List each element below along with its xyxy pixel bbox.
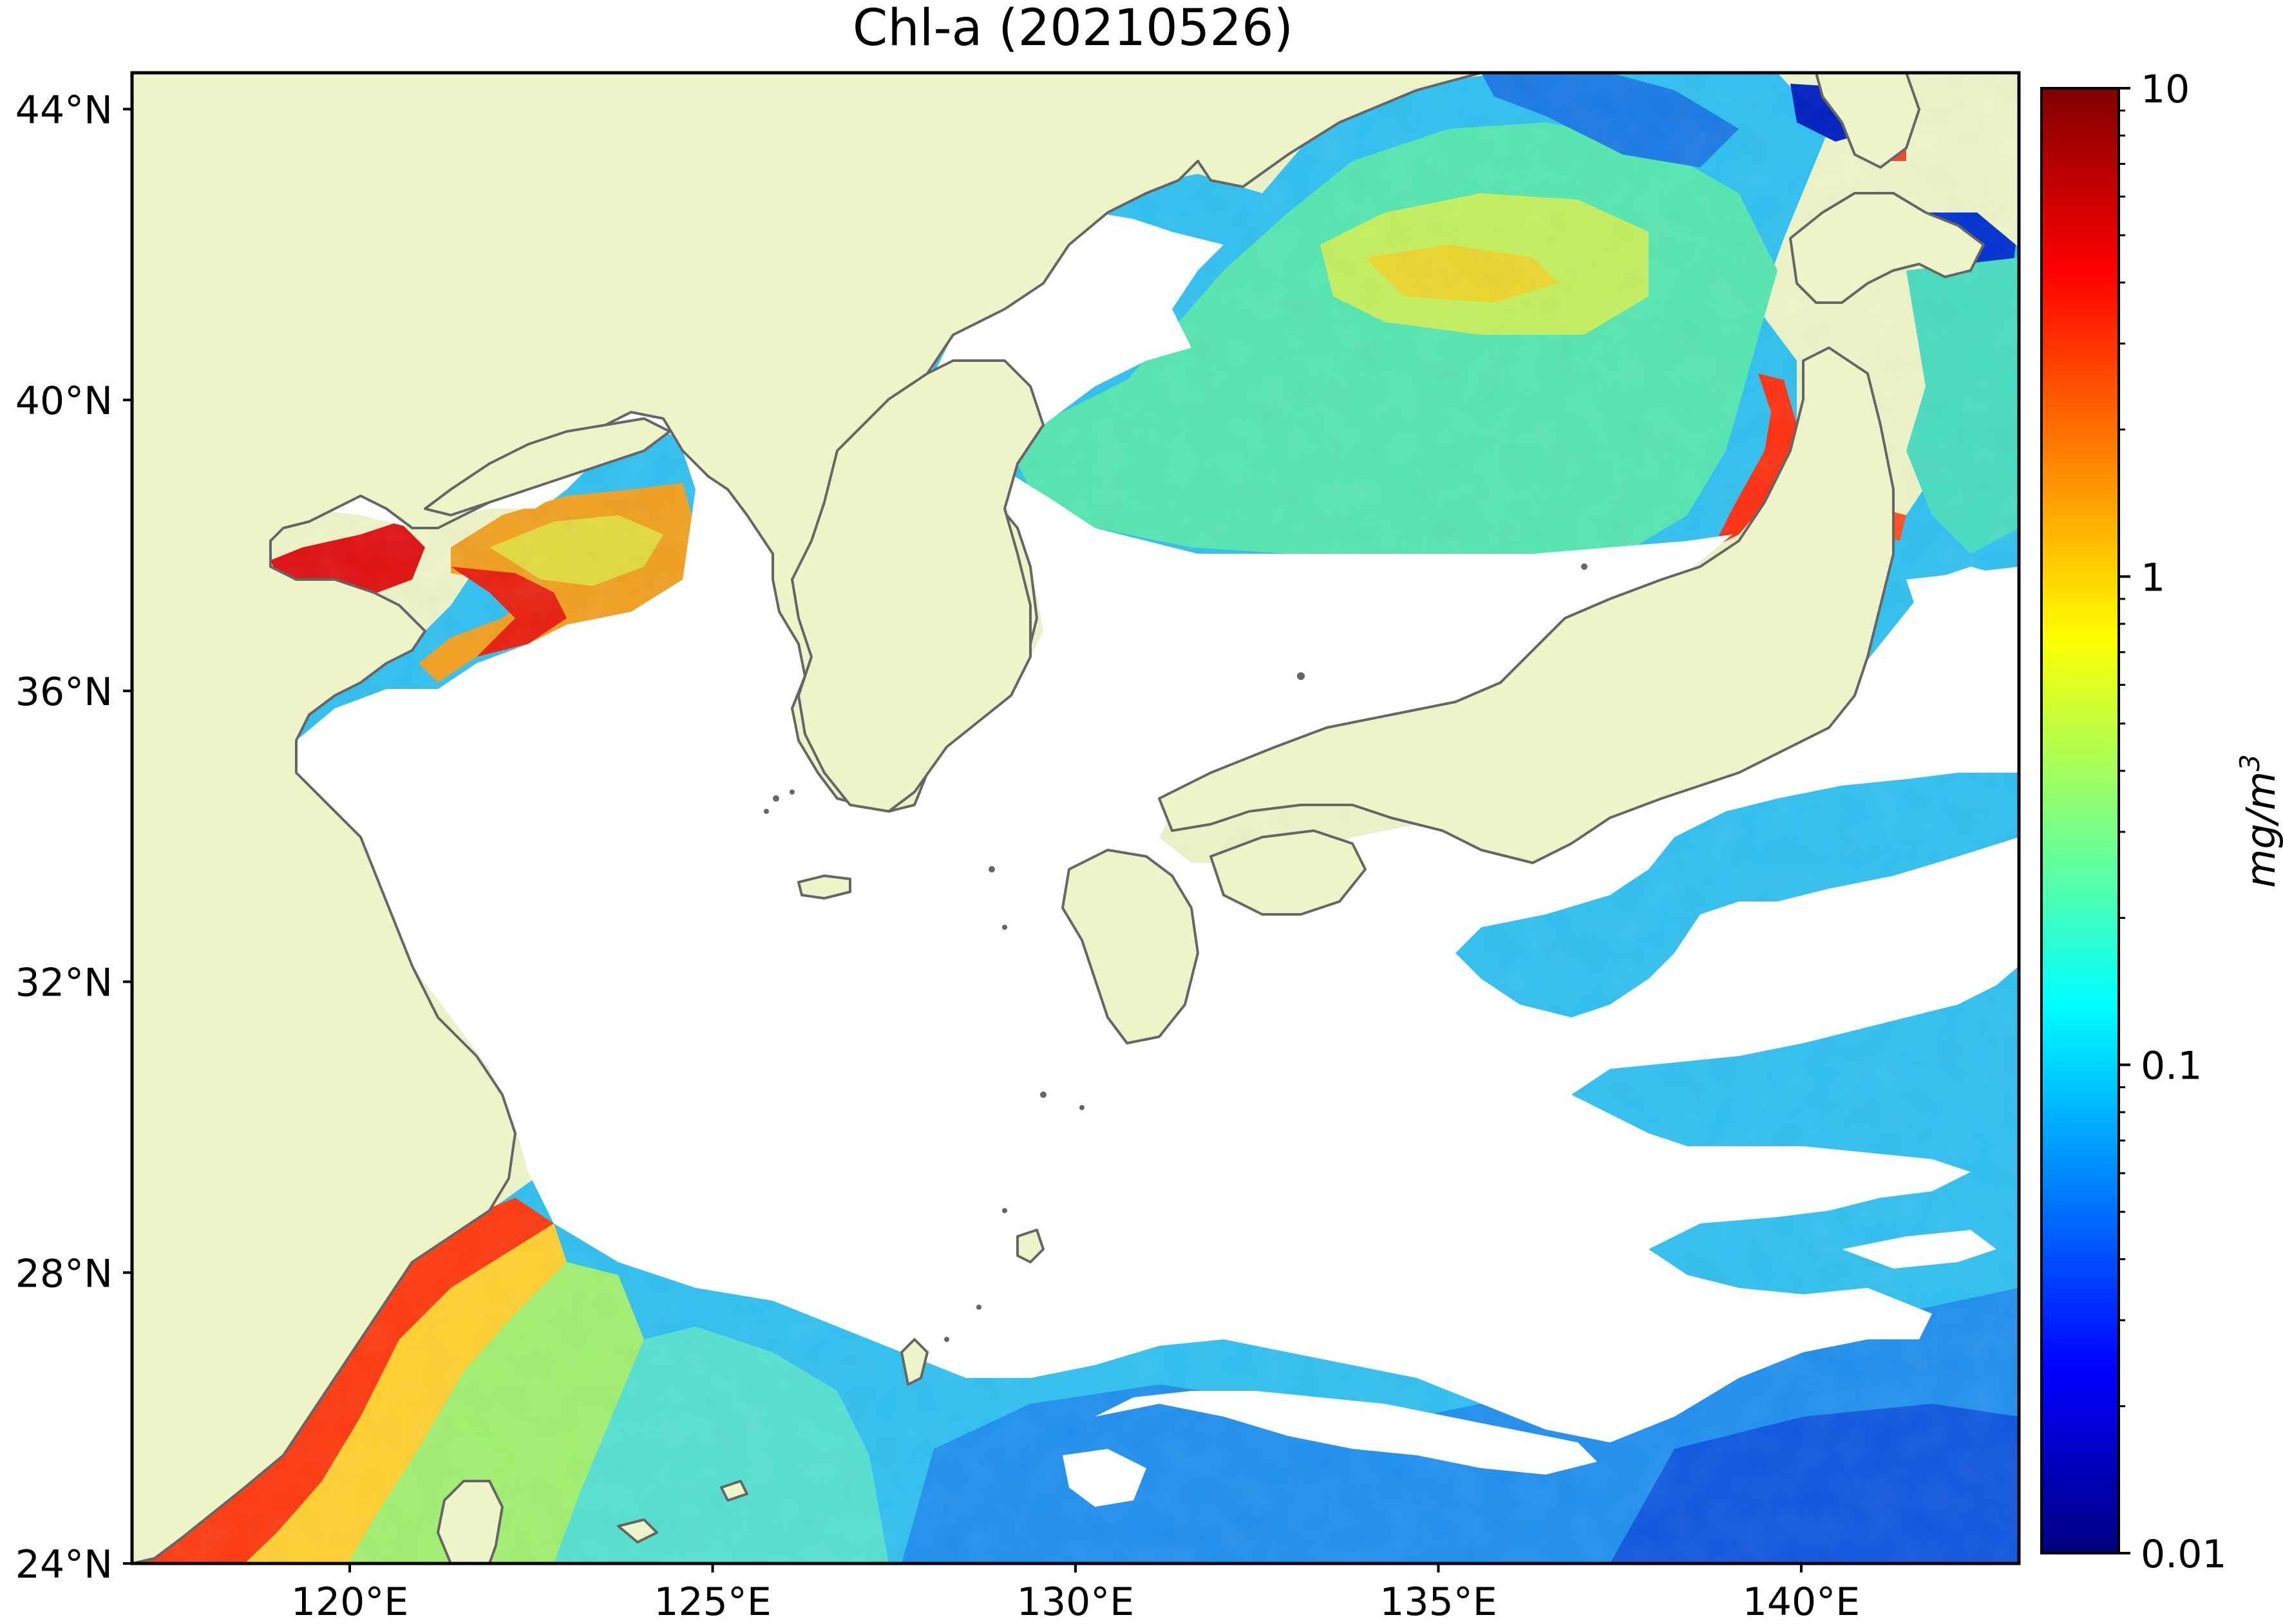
longitude-axis: 120°E 125°E 130°E 135°E 140°E: [291, 1563, 1860, 1624]
small-islands: [764, 563, 1587, 1342]
lat-tick-label: 28°N: [15, 1251, 113, 1296]
land-jeju: [797, 874, 851, 900]
land-masses: [132, 73, 1985, 1563]
colorbar: 10 1 0.1 0.01 mg/m3: [2040, 67, 2283, 1577]
land-shikoku: [1209, 829, 1367, 916]
land-sakhalin: [1815, 73, 1920, 169]
map-panel: [132, 73, 2019, 1563]
latitude-axis: 44°N 40°N 36°N 32°N 28°N 24°N: [15, 88, 132, 1587]
lon-tick-label: 120°E: [291, 1580, 408, 1624]
lon-tick-label: 135°E: [1379, 1580, 1497, 1624]
land-korea: [791, 359, 1045, 813]
lon-tick-label: 130°E: [1017, 1580, 1134, 1624]
land-liaodong: [424, 417, 671, 516]
lon-tick-label: 140°E: [1743, 1580, 1860, 1624]
lat-tick-label: 40°N: [15, 379, 113, 424]
lat-tick-label: 44°N: [15, 88, 113, 133]
map-title: Chl-a (20210526): [853, 0, 1293, 57]
colorbar-tick-label: 0.1: [2141, 1044, 2202, 1089]
colorbar-ticks: 10 1 0.1 0.01: [2119, 67, 2227, 1577]
lon-tick-label: 125°E: [654, 1580, 771, 1624]
land-kyushu: [1061, 849, 1199, 1044]
lat-tick-label: 32°N: [15, 961, 113, 1006]
land-taiwan: [437, 1480, 504, 1563]
cloud-mask: [174, 212, 2019, 1442]
land-honshu: [1158, 346, 1895, 864]
colorbar-gradient: [2040, 87, 2120, 1554]
lat-tick-label: 36°N: [15, 670, 113, 715]
colorbar-tick-label: 1: [2141, 555, 2165, 600]
colorbar-tick-label: 0.01: [2141, 1532, 2227, 1577]
lat-tick-label: 24°N: [15, 1542, 113, 1587]
land-okinawa: [900, 1338, 929, 1386]
land-hokkaido: [1789, 192, 1985, 304]
colorbar-tick-label: 10: [2141, 67, 2190, 112]
colorbar-label: mg/m3: [2234, 754, 2283, 888]
